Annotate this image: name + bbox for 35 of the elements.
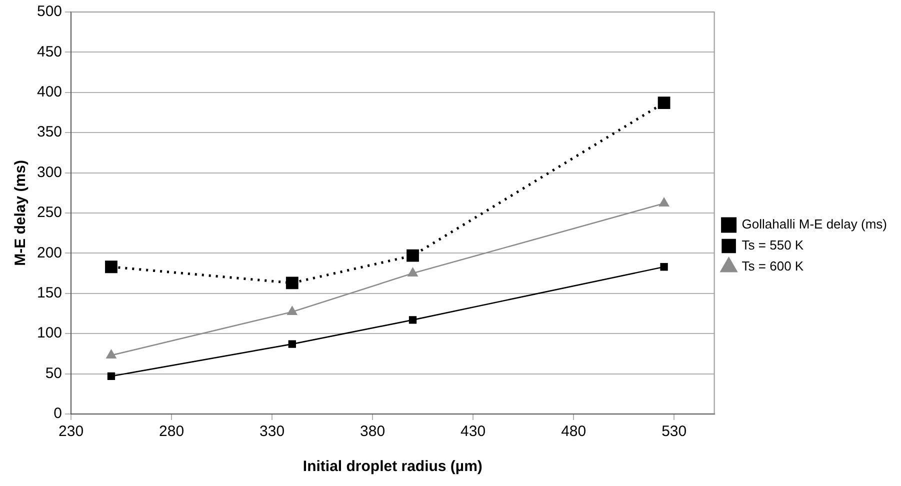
y-tick-label: 200 <box>36 244 62 262</box>
y-axis-title: M-E delay (ms) <box>12 160 30 266</box>
x-tick-label: 280 <box>159 423 184 440</box>
y-tick-label: 300 <box>36 164 62 181</box>
x-tick-label: 430 <box>460 423 486 440</box>
y-tick-label: 50 <box>45 364 62 382</box>
x-tick-label: 330 <box>260 423 285 440</box>
point <box>658 96 670 110</box>
point <box>106 350 116 358</box>
y-tick-label: 100 <box>36 324 62 342</box>
point <box>287 306 298 316</box>
y-tick-label: 250 <box>36 204 62 222</box>
y-tick-label: 0 <box>54 405 62 422</box>
point <box>107 372 116 380</box>
x-tick-label: 480 <box>561 423 586 440</box>
point <box>286 276 298 290</box>
y-tick-label: 500 <box>36 3 62 20</box>
point <box>406 249 419 262</box>
x-axis-title: Initial droplet radius (µm) <box>302 458 482 476</box>
x-tick-label: 230 <box>58 423 84 440</box>
point <box>105 260 118 274</box>
x-tick-label: 530 <box>662 423 687 440</box>
legend-label: Ts = 550 K <box>742 238 804 253</box>
point <box>660 263 668 271</box>
legend-label: Ts = 600 K <box>742 258 804 274</box>
y-tick-label: 350 <box>36 124 62 141</box>
point <box>288 340 296 348</box>
point <box>408 316 417 324</box>
y-tick-label: 450 <box>36 43 62 60</box>
y-tick-label: 400 <box>36 84 62 101</box>
legend-label: Gollahalli M-E delay (ms) <box>742 216 887 232</box>
x-tick-label: 380 <box>360 423 386 440</box>
point <box>408 268 418 276</box>
point <box>659 198 670 206</box>
y-tick-label: 150 <box>36 284 62 302</box>
